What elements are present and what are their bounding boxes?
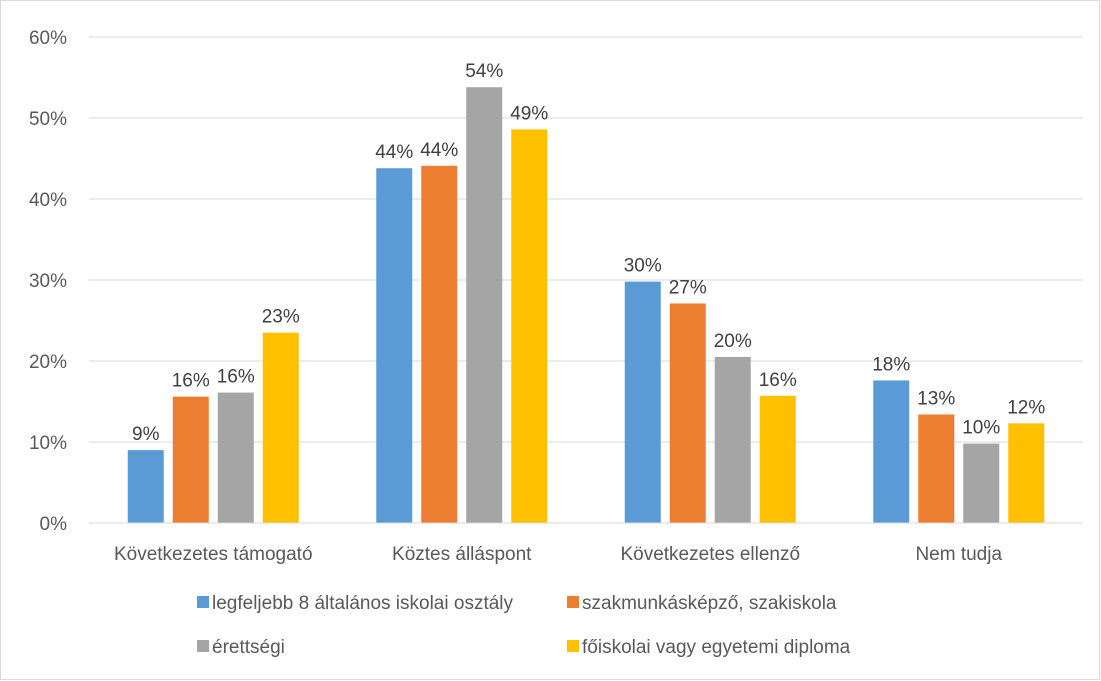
data-label: 20% xyxy=(714,331,752,352)
y-tick-label: 50% xyxy=(29,109,67,130)
bar xyxy=(624,281,661,523)
legend-swatch xyxy=(567,640,579,652)
legend-label: szakmunkásképző, szakiskola xyxy=(582,593,837,614)
data-label: 49% xyxy=(510,103,548,124)
bar xyxy=(714,356,751,523)
y-tick-label: 60% xyxy=(29,28,67,49)
data-label: 16% xyxy=(759,370,797,391)
y-tick-label: 40% xyxy=(29,190,67,211)
data-label: 44% xyxy=(420,140,458,161)
data-label: 54% xyxy=(465,61,503,82)
bar xyxy=(421,165,458,524)
bar xyxy=(669,303,706,523)
data-label: 30% xyxy=(624,256,662,277)
bar xyxy=(172,396,209,523)
legend-label: érettségi xyxy=(212,637,285,658)
legend-swatch xyxy=(567,596,579,608)
x-category-label: Nem tudja xyxy=(915,544,1002,565)
y-tick-label: 10% xyxy=(29,433,67,454)
bar xyxy=(759,395,796,523)
bar xyxy=(511,129,548,523)
data-label: 16% xyxy=(172,371,210,392)
bar xyxy=(1008,423,1045,523)
data-label: 13% xyxy=(917,388,955,409)
data-label: 18% xyxy=(872,354,910,375)
x-category-label: Következetes támogató xyxy=(114,544,313,565)
data-label: 23% xyxy=(262,307,300,328)
bar xyxy=(262,332,299,523)
bar xyxy=(127,450,164,523)
data-label: 27% xyxy=(669,277,707,298)
legend-label: legfeljebb 8 általános iskolai osztály xyxy=(212,593,514,614)
data-label: 12% xyxy=(1007,397,1045,418)
bar xyxy=(918,414,955,523)
data-label: 44% xyxy=(375,142,413,163)
legend-swatch xyxy=(197,640,209,652)
y-tick-label: 30% xyxy=(29,271,67,292)
data-label: 10% xyxy=(962,418,1000,439)
data-label: 16% xyxy=(217,367,255,388)
data-label: 9% xyxy=(132,424,160,445)
legend-label: főiskolai vagy egyetemi diploma xyxy=(582,637,851,658)
x-category-label: Köztes álláspont xyxy=(392,544,532,565)
bar xyxy=(873,380,910,523)
y-tick-label: 0% xyxy=(40,514,68,535)
bar xyxy=(376,168,413,523)
bar xyxy=(466,87,503,523)
x-category-label: Következetes ellenző xyxy=(620,544,800,565)
bar xyxy=(217,392,254,523)
bar xyxy=(963,443,1000,523)
legend-swatch xyxy=(197,596,209,608)
y-tick-label: 20% xyxy=(29,352,67,373)
